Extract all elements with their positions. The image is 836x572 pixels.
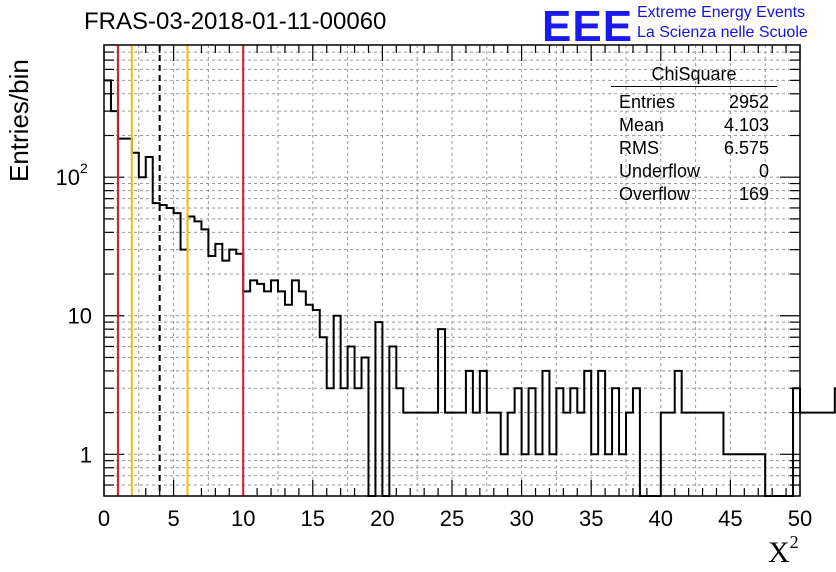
x-axis-label-sup: 2 <box>789 532 799 552</box>
stats-value: 2952 <box>728 92 769 112</box>
x-tick-labels: 0 5 10 15 20 25 30 35 40 45 50 <box>98 506 812 531</box>
histogram-step-line <box>104 79 836 497</box>
stats-label: Mean <box>619 115 665 135</box>
x-tick-label: 35 <box>579 506 603 531</box>
stats-value: 0 <box>758 161 769 181</box>
stats-label: Overflow <box>619 184 691 204</box>
y-tick-label-exponent: 2 <box>80 160 88 176</box>
stats-box: ChiSquare Entries 2952 Mean 4.103 RMS 6.575… <box>611 64 777 206</box>
y-tick-label: 10 <box>56 165 80 190</box>
stats-row-underflow: Underflow 0 <box>611 160 777 183</box>
x-tick-label: 5 <box>167 506 179 531</box>
stats-label: Entries <box>619 92 676 112</box>
grid <box>104 45 800 496</box>
stats-value: 6.575 <box>723 138 769 158</box>
stats-row-mean: Mean 4.103 <box>611 114 777 137</box>
stats-label: Underflow <box>619 161 701 181</box>
x-tick-label: 40 <box>649 506 673 531</box>
logo-line-2: La Scienza nelle Scuole <box>637 24 808 41</box>
y-tick-label: 1 <box>80 442 92 467</box>
x-tick-label: 20 <box>370 506 394 531</box>
chart-title: FRAS-03-2018-01-11-00060 <box>84 8 387 35</box>
x-axis-label: X2 <box>768 532 799 570</box>
x-tick-label: 30 <box>509 506 533 531</box>
x-tick-label: 50 <box>788 506 812 531</box>
x-axis-label-main: X <box>768 536 790 569</box>
stats-value: 169 <box>738 184 769 204</box>
x-tick-label: 15 <box>301 506 325 531</box>
stats-row-overflow: Overflow 169 <box>611 183 777 206</box>
eee-logo: EEE <box>542 2 634 51</box>
x-tick-label: 10 <box>231 506 255 531</box>
x-tick-label: 25 <box>440 506 464 531</box>
plot-frame <box>103 44 801 497</box>
stats-label: RMS <box>619 138 659 158</box>
logo-line-1: Extreme Energy Events <box>637 4 806 21</box>
threshold-lines <box>116 45 245 496</box>
y-tick-label: 10 <box>68 304 92 329</box>
y-axis-label: Entries/bin <box>4 59 34 182</box>
stats-row-entries: Entries 2952 <box>611 91 777 114</box>
stats-title: ChiSquare <box>611 64 777 87</box>
stats-value: 4.103 <box>723 115 769 135</box>
x-tick-label: 45 <box>718 506 742 531</box>
stats-row-rms: RMS 6.575 <box>611 137 777 160</box>
histogram-series <box>104 79 836 497</box>
axis-ticks <box>103 45 801 496</box>
x-tick-label: 0 <box>98 506 110 531</box>
